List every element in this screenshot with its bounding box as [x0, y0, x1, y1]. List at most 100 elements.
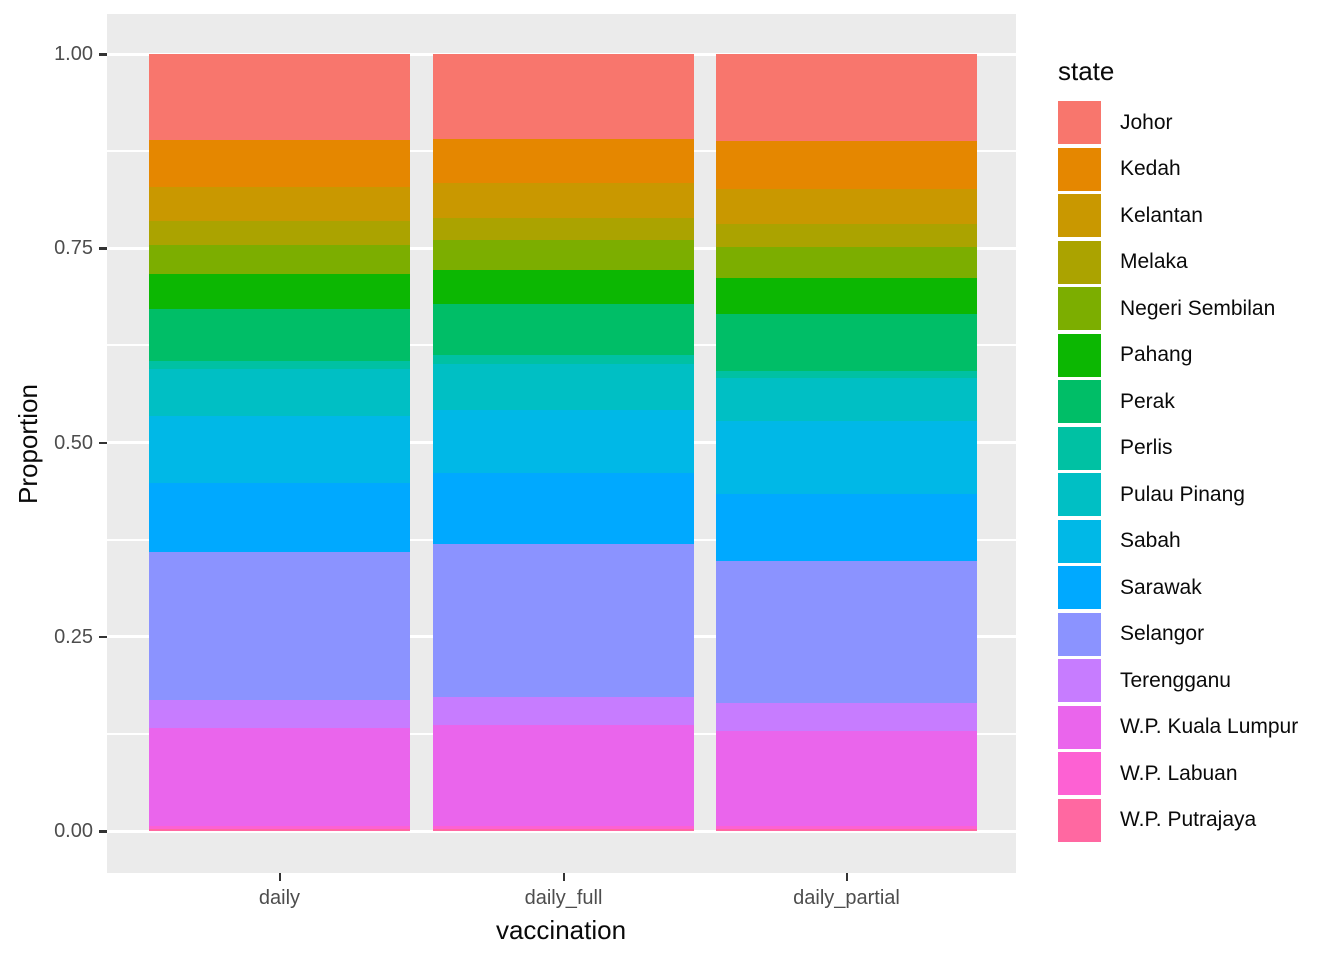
x-tick-label-daily: daily [258, 887, 301, 909]
bar-segment-melaka-daily [149, 221, 410, 246]
bar-segment-sarawak-daily-full [433, 472, 694, 545]
bar-segment-pahang-daily-full [433, 270, 694, 305]
legend-item-pahang: Pahang [1058, 333, 1338, 377]
bar-segment-johor-daily [149, 54, 410, 141]
bar-segment-w-p-labuan-daily-partial [716, 826, 977, 830]
legend-swatch-pahang [1058, 333, 1101, 377]
y-tick-label: 0.00 [54, 820, 93, 842]
legend-item-w-p-kuala-lumpur: W.P. Kuala Lumpur [1058, 705, 1338, 749]
legend-item-negeri-sembilan: Negeri Sembilan [1058, 287, 1338, 330]
bar-segment-perak-daily-partial [716, 314, 977, 371]
bar-segment-kedah-daily [149, 140, 410, 187]
bar-segment-w-p-labuan-daily-full [433, 826, 694, 830]
legend-label-kelantan: Kelantan [1120, 203, 1203, 227]
legend-swatch-selangor [1058, 612, 1101, 656]
legend-label-johor: Johor [1120, 110, 1173, 134]
legend-item-kelantan: Kelantan [1058, 194, 1338, 237]
legend-swatch-w-p-putrajaya [1058, 798, 1101, 842]
legend-label-pahang: Pahang [1120, 343, 1193, 366]
bar-segment-w-p-labuan-daily [149, 826, 410, 830]
bar-segment-sabah-daily-partial [716, 420, 977, 494]
bar-segment-pulau-pinang-daily-partial [716, 378, 977, 421]
bar-segment-kelantan-daily-full [433, 182, 694, 218]
legend-label-negeri-sembilan: Negeri Sembilan [1120, 296, 1276, 320]
bar-segment-selangor-daily [149, 552, 410, 701]
legend-label-w-p-kuala-lumpur: W.P. Kuala Lumpur [1120, 715, 1299, 738]
bar-daily-full [433, 14, 694, 873]
bar-segment-kedah-daily-full [433, 138, 694, 183]
legend: state Johor Kedah Kelantan Melaka Negeri Sem… [1058, 56, 1338, 845]
bar-segment-sabah-daily [149, 416, 410, 483]
x-tick-mark [845, 873, 848, 881]
gridline-major [107, 829, 1016, 833]
y-tick-mark [99, 635, 107, 639]
plot-panel [107, 14, 1016, 873]
y-tick-mark [99, 441, 107, 444]
legend-item-perlis: Perlis [1058, 426, 1338, 470]
bar-segment-johor-daily-full [433, 54, 694, 139]
bar-segment-perlis-daily [149, 360, 410, 370]
legend-swatch-pulau-pinang [1058, 473, 1101, 516]
x-tick-label-daily-partial: daily_partial [793, 887, 900, 909]
legend-swatch-perak [1058, 380, 1101, 423]
legend-label-melaka: Melaka [1120, 250, 1188, 273]
legend-swatch-kelantan [1058, 194, 1101, 237]
y-tick-label: 0.50 [54, 431, 93, 454]
legend-label-pulau-pinang: Pulau Pinang [1120, 482, 1245, 506]
bar-segment-w-p-putrajaya-daily [149, 829, 410, 831]
bar-segment-melaka-daily-partial [716, 224, 977, 248]
legend-swatch-w-p-kuala-lumpur [1058, 705, 1101, 749]
legend-swatch-sarawak [1058, 566, 1101, 609]
legend-label-w-p-putrajaya: W.P. Putrajaya [1120, 808, 1257, 831]
legend-items: Johor Kedah Kelantan Melaka Negeri Sembilan P… [1058, 101, 1338, 842]
bar-segment-selangor-daily-full [433, 544, 694, 697]
legend-label-perlis: Perlis [1120, 436, 1173, 459]
bar-segment-pahang-daily-partial [716, 277, 977, 315]
legend-swatch-negeri-sembilan [1058, 287, 1101, 330]
bar-segment-w-p-putrajaya-daily-partial [716, 829, 977, 831]
bar-segment-perak-daily [149, 308, 410, 361]
legend-label-sabah: Sabah [1120, 529, 1181, 552]
legend-item-kedah: Kedah [1058, 147, 1338, 191]
legend-label-selangor: Selangor [1120, 622, 1205, 645]
legend-item-pulau-pinang: Pulau Pinang [1058, 473, 1338, 516]
x-tick-mark [278, 873, 281, 881]
bar-segment-pahang-daily [149, 273, 410, 309]
bar-segment-perlis-daily-partial [716, 371, 977, 378]
bar-segment-sarawak-daily [149, 482, 410, 553]
y-tick-mark [99, 53, 107, 56]
legend-swatch-w-p-labuan [1058, 752, 1101, 795]
x-axis-title: vaccination [495, 915, 627, 945]
bar-daily-partial [716, 14, 977, 873]
legend-swatch-perlis [1058, 426, 1101, 470]
legend-item-terengganu: Terengganu [1058, 659, 1338, 702]
bar-segment-pulau-pinang-daily-full [433, 364, 694, 410]
bar-segment-perlis-daily-full [433, 355, 694, 365]
legend-label-w-p-labuan: W.P. Labuan [1120, 761, 1238, 785]
bar-segment-kelantan-daily-partial [716, 189, 977, 225]
legend-swatch-terengganu [1058, 659, 1101, 702]
y-tick-label: 1.00 [54, 43, 93, 65]
bar-segment-w-p-putrajaya-daily-full [433, 829, 694, 831]
bar-segment-w-p-kuala-lumpur-daily [149, 728, 410, 827]
bar-segment-selangor-daily-partial [716, 560, 977, 703]
bar-segment-pulau-pinang-daily [149, 369, 410, 417]
legend-swatch-johor [1058, 101, 1101, 144]
legend-swatch-kedah [1058, 147, 1101, 191]
legend-label-sarawak: Sarawak [1120, 575, 1202, 599]
y-tick-label: 0.75 [54, 237, 93, 260]
legend-item-w-p-putrajaya: W.P. Putrajaya [1058, 798, 1338, 842]
bar-segment-terengganu-daily [149, 700, 410, 729]
legend-item-melaka: Melaka [1058, 240, 1338, 284]
bar-segment-sabah-daily-full [433, 409, 694, 473]
legend-label-kedah: Kedah [1120, 157, 1181, 180]
legend-item-perak: Perak [1058, 380, 1338, 423]
legend-item-selangor: Selangor [1058, 612, 1338, 656]
bar-segment-terengganu-daily-partial [716, 702, 977, 731]
legend-label-terengganu: Terengganu [1120, 668, 1231, 692]
legend-item-sarawak: Sarawak [1058, 566, 1338, 609]
bar-segment-kedah-daily-partial [716, 141, 977, 190]
bar-segment-johor-daily-partial [716, 54, 977, 142]
bar-segment-sarawak-daily-partial [716, 493, 977, 561]
